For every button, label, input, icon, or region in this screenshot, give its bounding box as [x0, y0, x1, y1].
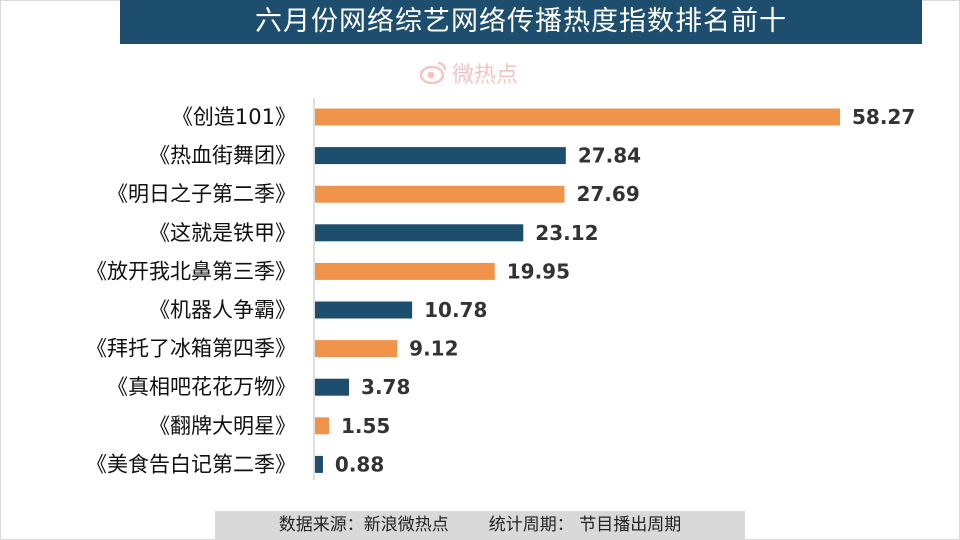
chart-title: 六月份网络综艺网络传播热度指数排名前十	[120, 0, 922, 44]
footer-period: 统计周期： 节目播出周期	[488, 515, 682, 535]
bar	[315, 185, 565, 203]
value-label: 1.55	[341, 414, 390, 438]
bar	[315, 340, 398, 358]
category-label: 《翻牌大明星》	[149, 414, 296, 438]
footer-source: 数据来源：新浪微热点	[278, 515, 449, 535]
bar	[315, 262, 495, 280]
value-label: 3.78	[361, 375, 410, 399]
category-label: 《明日之子第二季》	[107, 182, 296, 206]
value-label: 9.12	[409, 337, 458, 361]
category-label: 《真相吧花花万物》	[107, 375, 296, 399]
category-label: 《美食告白记第二季》	[86, 452, 296, 476]
bar	[315, 378, 350, 396]
bar	[315, 455, 323, 473]
bar	[315, 224, 524, 242]
bar-chart: 《创造101》 58.27 《热血街舞团》 27.84 《明日之子第二季》 27.69 《这…	[86, 98, 915, 480]
category-label: 《热血街舞团》	[149, 144, 296, 168]
value-label: 58.27	[852, 105, 915, 129]
footer: 数据来源：新浪微热点 统计周期： 节目播出周期	[215, 511, 745, 540]
bar	[315, 147, 566, 165]
value-label: 19.95	[507, 259, 570, 283]
value-label: 0.88	[335, 452, 384, 476]
watermark-text: 微热点	[452, 63, 519, 88]
bar	[315, 417, 329, 435]
category-label: 《机器人争霸》	[149, 298, 296, 322]
watermark: 微热点	[418, 58, 518, 88]
value-label: 27.84	[578, 144, 641, 168]
category-label: 《创造101》	[172, 105, 296, 129]
value-label: 23.12	[535, 221, 598, 245]
category-label: 《放开我北鼻第三季》	[86, 259, 296, 283]
bar	[315, 108, 840, 126]
weibo-logo-icon	[419, 61, 447, 85]
category-label: 《拜托了冰箱第四季》	[86, 337, 296, 361]
category-label: 《这就是铁甲》	[149, 221, 296, 245]
bar	[315, 301, 413, 319]
value-label: 10.78	[424, 298, 487, 322]
value-label: 27.69	[576, 182, 639, 206]
